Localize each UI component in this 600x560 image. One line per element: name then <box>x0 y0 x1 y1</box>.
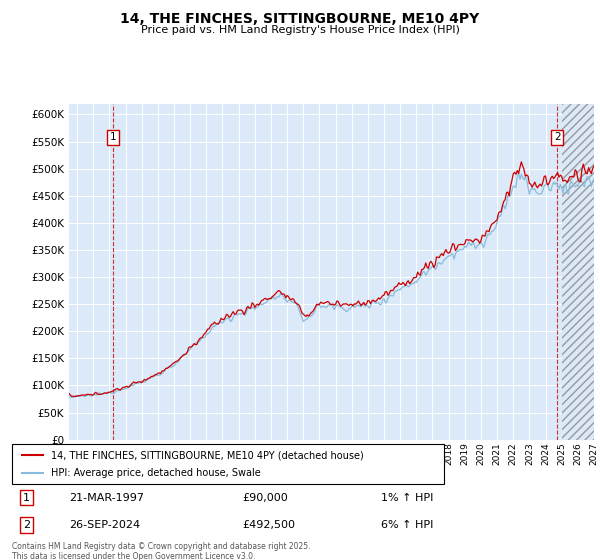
Text: 1% ↑ HPI: 1% ↑ HPI <box>380 493 433 503</box>
Text: 6% ↑ HPI: 6% ↑ HPI <box>380 520 433 530</box>
Text: 1: 1 <box>23 493 30 503</box>
Text: 2: 2 <box>554 132 560 142</box>
Text: 26-SEP-2024: 26-SEP-2024 <box>70 520 141 530</box>
Text: 14, THE FINCHES, SITTINGBOURNE, ME10 4PY (detached house): 14, THE FINCHES, SITTINGBOURNE, ME10 4PY… <box>51 450 364 460</box>
Bar <box>562 104 594 440</box>
Text: £90,000: £90,000 <box>242 493 288 503</box>
Text: Contains HM Land Registry data © Crown copyright and database right 2025.
This d: Contains HM Land Registry data © Crown c… <box>12 542 311 560</box>
Text: £492,500: £492,500 <box>242 520 295 530</box>
Text: 1: 1 <box>110 132 116 142</box>
Text: 2: 2 <box>23 520 30 530</box>
Text: HPI: Average price, detached house, Swale: HPI: Average price, detached house, Swal… <box>51 468 260 478</box>
Text: Price paid vs. HM Land Registry's House Price Index (HPI): Price paid vs. HM Land Registry's House … <box>140 25 460 35</box>
Text: 14, THE FINCHES, SITTINGBOURNE, ME10 4PY: 14, THE FINCHES, SITTINGBOURNE, ME10 4PY <box>121 12 479 26</box>
Text: 21-MAR-1997: 21-MAR-1997 <box>70 493 145 503</box>
